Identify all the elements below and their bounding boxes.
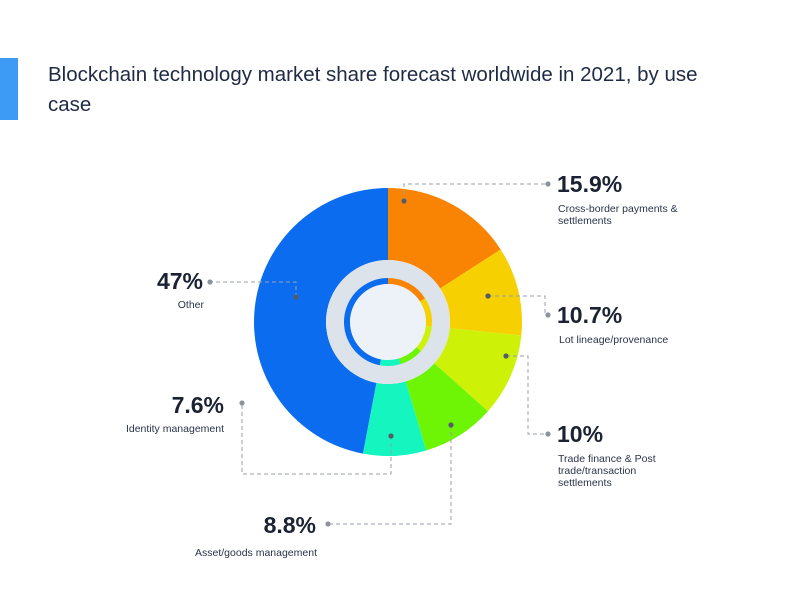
chart-title: Blockchain technology market share forec… (48, 63, 698, 116)
category-label-1-line-0: Lot lineage/provenance (559, 334, 668, 346)
value-label-1: 10.7% (557, 302, 622, 328)
inner-slice-1 (419, 298, 432, 327)
leader-dot-slice-3 (448, 422, 454, 428)
leader-line-0 (403, 183, 548, 201)
slice-2 (434, 328, 522, 412)
leader-dot-slice-5 (293, 294, 299, 300)
slice-3 (405, 363, 488, 451)
inner-slice-0 (388, 278, 426, 302)
leader-dot-end-0 (545, 181, 551, 187)
leader-dot-end-4 (239, 400, 245, 406)
slice-5 (254, 188, 388, 454)
slices-group (254, 188, 522, 457)
category-label-2-line-0: Trade finance & Post (558, 453, 656, 465)
leader-dot-end-1 (545, 312, 551, 318)
leader-line-4 (241, 403, 392, 475)
leader-line-1 (488, 295, 546, 315)
value-label-5: 47% (157, 268, 203, 294)
slice-1 (440, 249, 522, 336)
category-label-0-line-1: settlements (558, 215, 612, 227)
inner-slice-4 (379, 358, 401, 367)
inner-ring-group (326, 260, 450, 384)
leader-line-3 (328, 425, 452, 525)
category-label-3-line-0: Asset/goods management (195, 547, 317, 559)
title-accent-bar (0, 58, 18, 120)
value-label-0: 15.9% (557, 171, 622, 197)
leader-dot-slice-1 (485, 293, 491, 299)
slice-4 (362, 381, 427, 457)
category-label-5-line-0: Other (178, 299, 205, 311)
donut-hole (350, 284, 426, 360)
inner-slice-3 (398, 347, 421, 365)
value-label-4: 7.6% (172, 392, 224, 418)
leader-dot-end-5 (207, 279, 213, 285)
leader-line-2 (506, 355, 548, 435)
leader-dot-end-3 (325, 521, 331, 527)
leader-dot-slice-2 (503, 353, 509, 359)
leader-dot-end-2 (545, 431, 551, 437)
value-label-2: 10% (557, 421, 603, 447)
inner-slice-2 (416, 325, 432, 352)
category-label-4-line-0: Identity management (126, 423, 224, 435)
labels-group: 15.9%Cross-border payments &settlements1… (126, 171, 678, 559)
value-label-3: 8.8% (264, 512, 316, 538)
category-label-2-line-1: trade/transaction (558, 465, 636, 477)
category-label-2-line-2: settlements (558, 477, 612, 489)
category-label-0-line-0: Cross-border payments & (558, 203, 678, 215)
inner-slice-5 (343, 278, 388, 366)
slice-0 (388, 188, 501, 289)
leader-dot-slice-4 (388, 433, 394, 439)
leader-dot-slice-0 (401, 198, 407, 204)
leader-lines-group (207, 181, 551, 527)
leader-line-5 (210, 281, 297, 297)
